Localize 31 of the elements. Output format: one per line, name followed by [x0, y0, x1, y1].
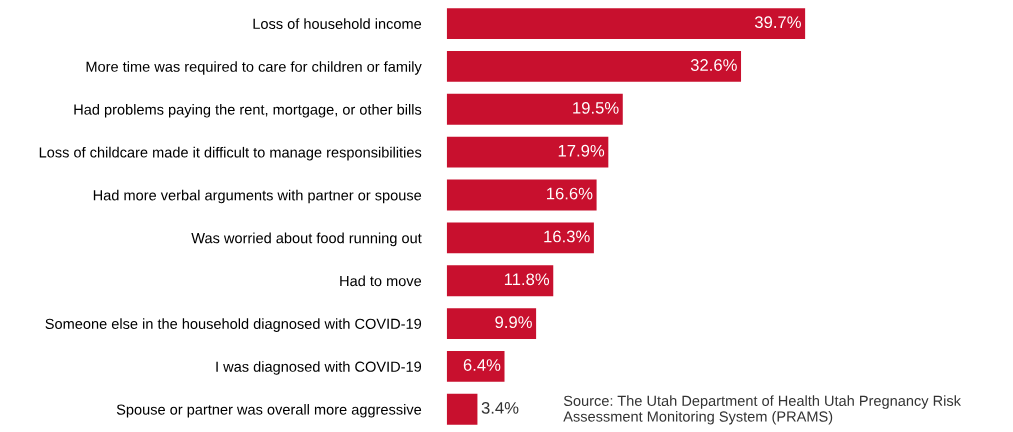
data-label: 11.8% — [504, 273, 550, 286]
data-label: 19.5% — [573, 101, 619, 114]
data-label: 16.6% — [547, 187, 593, 200]
data-label: 16.3% — [544, 230, 590, 243]
y-tick-label: I was diagnosed with COVID-19 — [216, 361, 422, 375]
bar — [446, 308, 537, 339]
bar — [446, 136, 609, 168]
data-label: 39.7% — [754, 16, 801, 29]
data-label: 6.4% — [463, 359, 501, 371]
bar — [446, 8, 806, 40]
y-tick-label: Someone else in the household diagnosed with COVID-19 — [45, 318, 422, 332]
bar — [446, 93, 623, 125]
y-tick-label: Had more verbal arguments with partner or spouse — [93, 189, 422, 204]
y-tick-label: More time was required to care for children or family — [86, 61, 422, 75]
bar — [446, 265, 554, 297]
data-label: 3.4% — [481, 401, 519, 414]
annotation: Source: The Utah Department of Health Utah Pregnancy Risk Assessment Monitoring System (PRAMS) — [563, 395, 961, 425]
y-tick-label: Loss of household income — [253, 18, 422, 30]
y-tick-label: Was worried about food running out — [191, 232, 422, 247]
data-label: 32.6% — [690, 59, 737, 71]
bar — [446, 51, 742, 82]
y-tick-label: Loss of childcare made it difficult to manage responsibilities — [39, 146, 422, 161]
y-tick-label: Spouse or partner was overall more aggressive — [116, 404, 422, 418]
bar — [446, 179, 597, 211]
bar — [446, 393, 478, 425]
bar — [446, 351, 505, 382]
y-tick-label: Had to move — [340, 275, 422, 287]
y-tick-label: Had problems paying the rent, mortgage, or other bills — [74, 104, 422, 118]
data-label: 9.9% — [495, 316, 532, 329]
bar — [446, 222, 594, 254]
data-label: 17.9% — [558, 144, 605, 157]
